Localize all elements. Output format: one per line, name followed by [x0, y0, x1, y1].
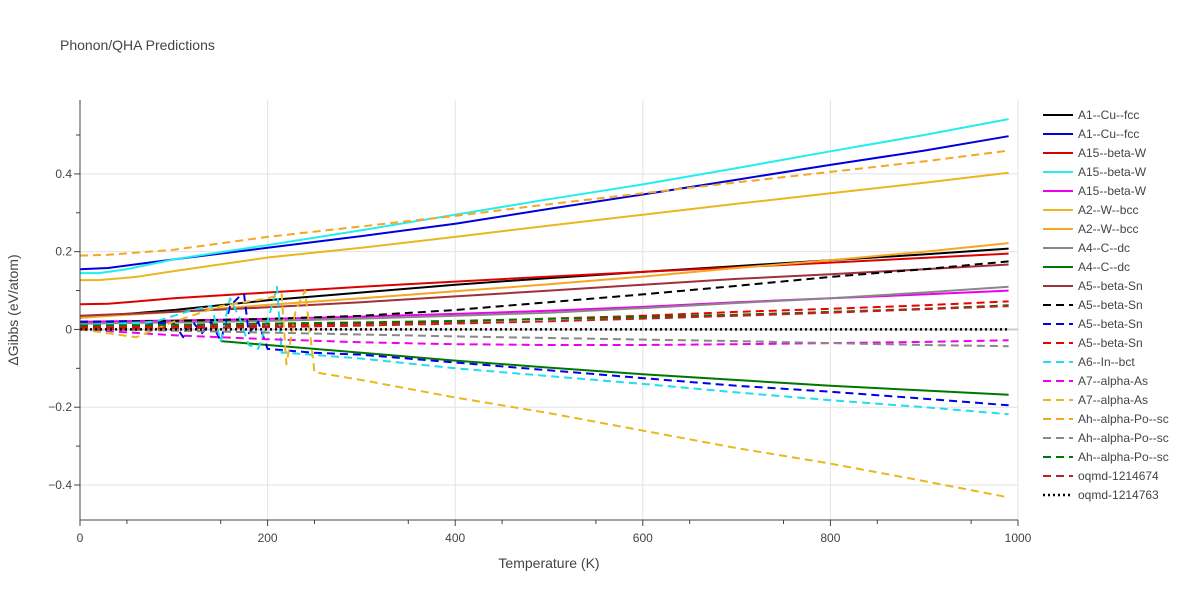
legend-item[interactable]: A15--beta-W — [1043, 165, 1147, 179]
series-line-14 — [79, 328, 1009, 346]
legend-item[interactable]: A4--C--dc — [1043, 260, 1130, 274]
legend-label: A1--Cu--fcc — [1078, 127, 1139, 141]
legend-label: A5--beta-Sn — [1078, 336, 1143, 350]
legend-item[interactable]: A6--In--bct — [1043, 355, 1135, 369]
x-tick-label: 200 — [258, 531, 278, 545]
legend-item[interactable]: oqmd-1214674 — [1043, 469, 1159, 483]
x-tick-label: 1000 — [1005, 531, 1032, 545]
legend-item[interactable]: A15--beta-W — [1043, 146, 1147, 160]
legend-label: A15--beta-W — [1078, 146, 1147, 160]
legend-label: A15--beta-W — [1078, 184, 1147, 198]
x-tick-label: 600 — [633, 531, 653, 545]
y-tick-label: 0 — [65, 322, 72, 336]
series-line-19 — [79, 305, 1009, 331]
y-tick-label: 0.2 — [55, 245, 72, 259]
legend-item[interactable]: oqmd-1214763 — [1043, 488, 1159, 502]
legend-item[interactable]: A5--beta-Sn — [1043, 317, 1143, 331]
series-line-2 — [79, 252, 1009, 306]
legend-item[interactable]: A4--C--dc — [1043, 241, 1130, 255]
legend-label: A7--alpha-As — [1078, 374, 1148, 388]
legend-label: A6--In--bct — [1078, 355, 1135, 369]
legend-label: Ah--alpha-Po--sc — [1078, 450, 1169, 464]
axes: 0 200 400 600 800 1000 −0.4 −0.2 0 0.2 0.4 — [48, 100, 1032, 545]
legend-item[interactable]: A1--Cu--fcc — [1043, 108, 1139, 122]
legend-item[interactable]: Ah--alpha-Po--sc — [1043, 412, 1169, 426]
legend-label: A15--beta-W — [1078, 165, 1147, 179]
series-line-15 — [79, 289, 1009, 499]
legend-label: Ah--alpha-Po--sc — [1078, 431, 1169, 445]
series-line-13 — [79, 285, 1009, 416]
series-line-7 — [79, 285, 1009, 325]
legend-label: oqmd-1214763 — [1078, 488, 1159, 502]
legend-item[interactable]: A1--Cu--fcc — [1043, 127, 1139, 141]
series-line-10 — [79, 260, 1009, 323]
legend-label: A4--C--dc — [1078, 241, 1130, 255]
series-line-9 — [79, 263, 1009, 317]
legend-item[interactable]: A5--beta-Sn — [1043, 336, 1143, 350]
series-line-5 — [80, 171, 1009, 282]
legend-label: Ah--alpha-Po--sc — [1078, 412, 1169, 426]
legend-label: A7--alpha-As — [1078, 393, 1148, 407]
series-line-17 — [79, 328, 1009, 348]
x-tick-label: 400 — [445, 531, 465, 545]
y-tick-label: 0.4 — [55, 167, 72, 181]
legend-item[interactable]: A5--beta-Sn — [1043, 298, 1143, 312]
legend-label: A5--beta-Sn — [1078, 298, 1143, 312]
legend-item[interactable]: A5--beta-Sn — [1043, 279, 1143, 293]
series-line-8 — [220, 340, 1009, 396]
series-line-16 — [79, 149, 1009, 257]
legend-item[interactable]: Ah--alpha-Po--sc — [1043, 450, 1169, 464]
legend-label: oqmd-1214674 — [1078, 469, 1159, 483]
y-axis-title: ΔGibbs (eV/atom) — [5, 254, 21, 365]
x-tick-label: 0 — [77, 531, 84, 545]
legend-label: A5--beta-Sn — [1078, 317, 1143, 331]
legend-item[interactable]: A2--W--bcc — [1043, 203, 1138, 217]
x-tick-label: 800 — [820, 531, 840, 545]
chart-title: Phonon/QHA Predictions — [60, 37, 215, 53]
series-line-1 — [79, 135, 1009, 271]
legend-item[interactable]: Ah--alpha-Po--sc — [1043, 431, 1169, 445]
legend-label: A4--C--dc — [1078, 260, 1130, 274]
legend-item[interactable]: A7--alpha-As — [1043, 374, 1148, 388]
series-line-3 — [80, 118, 1009, 275]
y-tick-label: −0.2 — [48, 400, 72, 414]
legend[interactable]: A1--Cu--fcc A1--Cu--fcc A15--beta-W A15--be… — [1043, 108, 1169, 502]
legend-label: A2--W--bcc — [1078, 203, 1138, 217]
legend-item[interactable]: A15--beta-W — [1043, 184, 1147, 198]
legend-label: A2--W--bcc — [1078, 222, 1138, 236]
legend-item[interactable]: A7--alpha-As — [1043, 393, 1148, 407]
legend-label: A5--beta-Sn — [1078, 279, 1143, 293]
series-line-6 — [79, 242, 1009, 319]
legend-item[interactable]: A2--W--bcc — [1043, 222, 1138, 236]
series-lines — [79, 118, 1009, 499]
legend-label: A1--Cu--fcc — [1078, 108, 1139, 122]
y-tick-label: −0.4 — [48, 478, 72, 492]
x-axis-title: Temperature (K) — [498, 555, 599, 571]
